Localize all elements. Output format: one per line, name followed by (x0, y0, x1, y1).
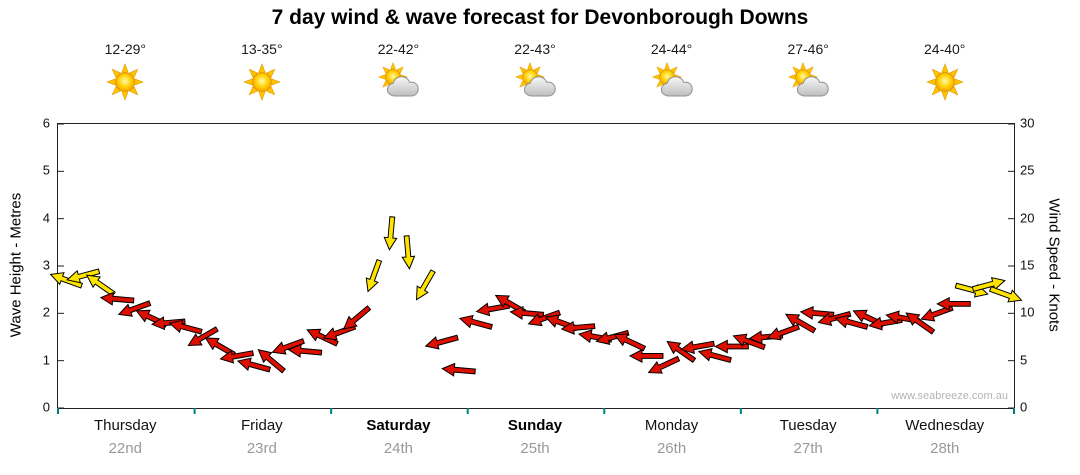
partly-cloudy-icon-wrap (650, 61, 694, 102)
date-label: 22nd (108, 440, 142, 457)
wind-arrow (271, 338, 305, 355)
wind-arrow (971, 276, 1006, 293)
partly-cloudy-icon-wrap (376, 61, 420, 102)
y-axis-left-title: Wave Height - Metres (7, 192, 25, 338)
wind-arrow (383, 216, 398, 251)
date-label: 28th (930, 440, 960, 457)
day-label: Wednesday (905, 417, 985, 434)
y-axis-right-tick: 30 (1020, 115, 1035, 131)
partly-cloudy-icon (378, 61, 420, 97)
wind-arrow (458, 314, 493, 330)
temp-range-label: 22-43° (514, 41, 556, 57)
temp-range-label: 12-29° (104, 41, 146, 57)
temp-range-label: 24-44° (650, 41, 693, 57)
temp-range-label: 27-46° (787, 41, 829, 57)
wind-arrow (342, 305, 372, 330)
day-label: Thursday (94, 417, 157, 434)
day-label: Saturday (366, 417, 431, 434)
wind-arrow (365, 258, 383, 293)
date-label: 26th (656, 440, 687, 457)
chart-title: 7 day wind & wave forecast for Devonboro… (271, 6, 809, 29)
wind-arrow (936, 296, 971, 311)
y-axis-left-tick: 2 (42, 304, 50, 320)
y-axis-right-tick: 20 (1020, 210, 1035, 226)
y-axis-right-tick: 25 (1020, 162, 1035, 178)
wind-arrow (817, 310, 852, 327)
wind-arrow (560, 320, 596, 335)
y-axis-left-tick: 6 (42, 115, 50, 131)
watermark: www.seabreeze.com.au (891, 390, 1008, 402)
temp-range-label: 22-42° (377, 41, 420, 57)
day-label: Monday (644, 417, 699, 434)
temp-range-label: 13-35° (241, 41, 283, 57)
y-axis-right-tick: 0 (1020, 399, 1028, 415)
y-axis-right-tick: 10 (1020, 304, 1035, 320)
y-axis-right-tick: 5 (1020, 352, 1028, 368)
wind-arrow (66, 268, 101, 284)
wind-arrow (257, 349, 286, 374)
wind-arrow (527, 309, 562, 327)
partly-cloudy-icon-wrap (513, 61, 557, 102)
wind-arrow (85, 274, 116, 297)
date-label: 23rd (246, 440, 277, 457)
sunny-icon-wrap (240, 62, 284, 102)
partly-cloudy-icon-wrap (786, 61, 830, 102)
wind-arrow (714, 339, 749, 354)
plot-area (49, 123, 1023, 414)
y-axis-left-tick: 4 (42, 210, 50, 226)
sun-icon (925, 63, 964, 101)
y-axis-left-tick: 1 (42, 352, 50, 368)
y-axis-right-title: Wind Speed - Knots (1045, 198, 1063, 332)
day-label: Tuesday (779, 417, 837, 434)
wind-arrow (117, 300, 152, 317)
y-axis-left-tick: 0 (42, 399, 50, 415)
wind-arrow (988, 286, 1023, 303)
wind-arrow (415, 269, 436, 301)
wind-arrow (99, 291, 135, 306)
partly-cloudy-icon (651, 61, 693, 97)
wind-arrow (287, 343, 323, 358)
date-label: 27th (793, 440, 823, 457)
wind-arrow (628, 348, 664, 363)
wind-arrow (666, 340, 697, 364)
partly-cloudy-icon (514, 61, 556, 97)
wind-arrow (613, 333, 647, 352)
wind-arrow (424, 334, 459, 350)
date-label: 24th (383, 440, 414, 457)
y-axis-left-tick: 3 (42, 257, 50, 273)
wind-arrow (306, 328, 339, 347)
wind-arrow (401, 235, 416, 270)
day-label: Sunday (507, 417, 563, 434)
wind-arrow (834, 314, 869, 330)
sunny-icon-wrap (103, 62, 147, 102)
sun-icon (242, 63, 281, 101)
wind-arrow (680, 340, 715, 355)
wind-arrow (697, 347, 732, 364)
wind-arrow (766, 323, 801, 341)
date-label: 25th (520, 440, 550, 457)
sun-icon (106, 63, 145, 101)
partly-cloudy-icon (788, 61, 829, 97)
wind-arrow (954, 282, 989, 298)
sunny-icon-wrap (923, 62, 967, 102)
temp-range-label: 24-40° (924, 41, 966, 57)
wind-arrow (647, 355, 681, 374)
y-axis-left-tick: 5 (42, 162, 50, 178)
wind-arrow (441, 362, 476, 377)
wind-arrow (784, 313, 817, 334)
wind-arrows-layer (49, 123, 1023, 414)
wind-arrow (204, 337, 236, 358)
day-label: Friday (241, 417, 283, 434)
wind-arrow (187, 326, 219, 347)
y-axis-right-tick: 15 (1020, 257, 1035, 273)
wind-arrow (236, 357, 272, 373)
wind-arrow (150, 316, 186, 331)
wind-arrow (168, 319, 203, 335)
wind-arrow (219, 349, 255, 364)
wind-arrow (905, 312, 936, 335)
